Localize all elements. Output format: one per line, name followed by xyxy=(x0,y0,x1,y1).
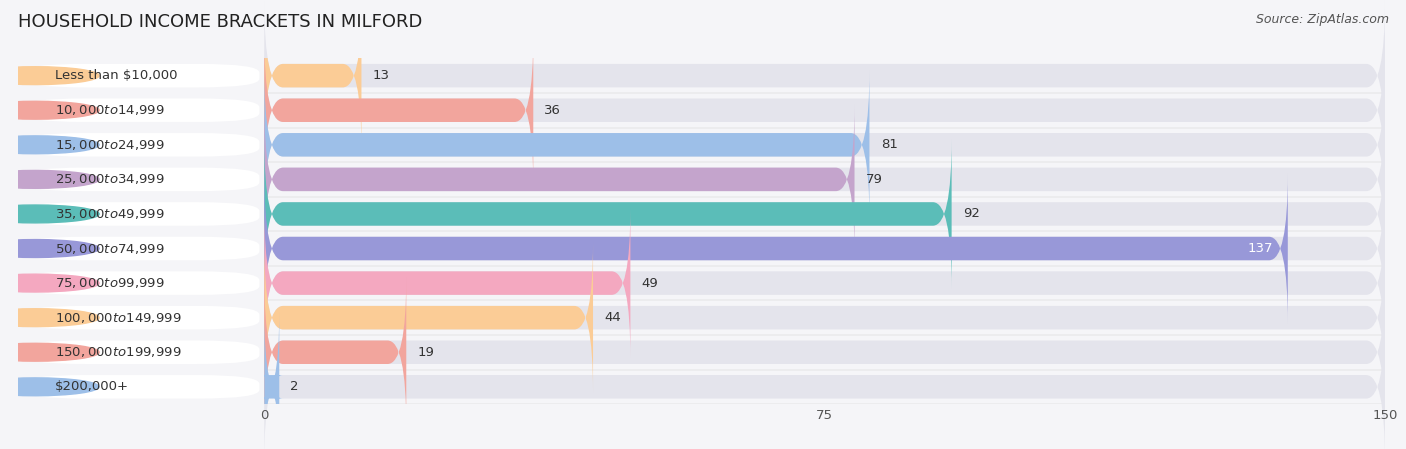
Circle shape xyxy=(0,136,98,154)
FancyBboxPatch shape xyxy=(22,271,259,295)
FancyBboxPatch shape xyxy=(264,70,1385,220)
Text: 49: 49 xyxy=(641,277,658,290)
Text: 92: 92 xyxy=(963,207,980,220)
FancyBboxPatch shape xyxy=(22,202,259,226)
FancyBboxPatch shape xyxy=(264,174,1288,323)
Text: HOUSEHOLD INCOME BRACKETS IN MILFORD: HOUSEHOLD INCOME BRACKETS IN MILFORD xyxy=(18,13,423,31)
FancyBboxPatch shape xyxy=(264,35,1385,185)
FancyBboxPatch shape xyxy=(22,133,259,157)
Circle shape xyxy=(0,309,98,326)
Text: 81: 81 xyxy=(880,138,897,151)
Text: $150,000 to $199,999: $150,000 to $199,999 xyxy=(55,345,181,359)
Circle shape xyxy=(0,101,98,119)
Text: $100,000 to $149,999: $100,000 to $149,999 xyxy=(55,311,181,325)
Circle shape xyxy=(0,171,98,188)
FancyBboxPatch shape xyxy=(264,208,1385,358)
FancyBboxPatch shape xyxy=(264,1,361,150)
Circle shape xyxy=(0,274,98,292)
Text: Less than $10,000: Less than $10,000 xyxy=(55,69,177,82)
Text: $10,000 to $14,999: $10,000 to $14,999 xyxy=(55,103,165,117)
Text: 13: 13 xyxy=(373,69,389,82)
FancyBboxPatch shape xyxy=(264,70,869,220)
FancyBboxPatch shape xyxy=(22,375,259,399)
FancyBboxPatch shape xyxy=(264,312,1385,449)
Circle shape xyxy=(0,343,98,361)
FancyBboxPatch shape xyxy=(22,167,259,191)
Text: $15,000 to $24,999: $15,000 to $24,999 xyxy=(55,138,165,152)
Text: 79: 79 xyxy=(866,173,883,186)
Circle shape xyxy=(0,378,98,396)
FancyBboxPatch shape xyxy=(264,243,1385,392)
FancyBboxPatch shape xyxy=(22,306,259,330)
FancyBboxPatch shape xyxy=(264,35,533,185)
Text: Source: ZipAtlas.com: Source: ZipAtlas.com xyxy=(1256,13,1389,26)
FancyBboxPatch shape xyxy=(264,243,593,392)
Text: 19: 19 xyxy=(418,346,434,359)
FancyBboxPatch shape xyxy=(264,174,1385,323)
FancyBboxPatch shape xyxy=(264,105,855,254)
FancyBboxPatch shape xyxy=(264,139,952,289)
Text: 2: 2 xyxy=(291,380,299,393)
FancyBboxPatch shape xyxy=(264,208,630,358)
FancyBboxPatch shape xyxy=(22,340,259,364)
Text: $50,000 to $74,999: $50,000 to $74,999 xyxy=(55,242,165,255)
Text: 36: 36 xyxy=(544,104,561,117)
Text: $25,000 to $34,999: $25,000 to $34,999 xyxy=(55,172,165,186)
Circle shape xyxy=(0,240,98,257)
Text: 137: 137 xyxy=(1247,242,1272,255)
Circle shape xyxy=(0,67,98,84)
Text: $75,000 to $99,999: $75,000 to $99,999 xyxy=(55,276,165,290)
FancyBboxPatch shape xyxy=(22,237,259,260)
FancyBboxPatch shape xyxy=(264,1,1385,150)
FancyBboxPatch shape xyxy=(260,312,283,449)
Text: $200,000+: $200,000+ xyxy=(55,380,129,393)
Text: 44: 44 xyxy=(605,311,621,324)
FancyBboxPatch shape xyxy=(264,277,406,427)
FancyBboxPatch shape xyxy=(264,139,1385,289)
FancyBboxPatch shape xyxy=(264,105,1385,254)
FancyBboxPatch shape xyxy=(22,64,259,88)
FancyBboxPatch shape xyxy=(264,277,1385,427)
Circle shape xyxy=(0,205,98,223)
Text: $35,000 to $49,999: $35,000 to $49,999 xyxy=(55,207,165,221)
FancyBboxPatch shape xyxy=(22,98,259,122)
